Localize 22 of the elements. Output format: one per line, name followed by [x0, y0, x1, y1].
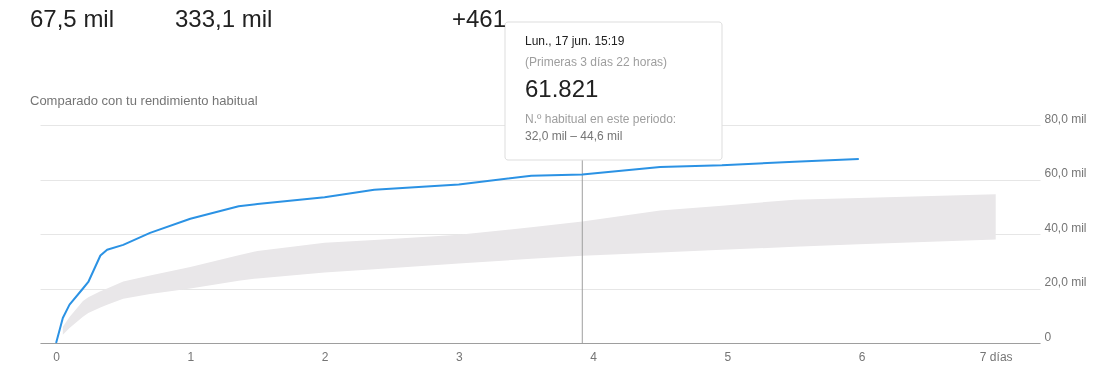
text: (Primeras 3 días 22 horas) — [525, 55, 668, 69]
y-tick-label: 60,0 mil — [1044, 166, 1087, 180]
x-tick-label: 0 — [53, 349, 61, 364]
chart-title: Comparado con tu rendimiento habitual — [30, 93, 258, 108]
annotation: 32,0 mil – 44,6 mil — [525, 129, 623, 143]
x-tick-label: 6 — [858, 349, 866, 364]
x-tick-label: 7 días — [979, 349, 1013, 364]
x-tick-label: 2 — [321, 349, 329, 364]
x-tick-label: 3 — [455, 349, 463, 364]
text: 61.821 — [525, 75, 599, 102]
y-tick-label: 40,0 mil — [1044, 220, 1087, 235]
x-tick-label: 1 — [187, 349, 195, 364]
x-tick-label: 5 — [724, 349, 732, 364]
text: Lun., 17 jun. 15:19 — [525, 34, 625, 48]
text: +461 — [452, 5, 507, 32]
y-tick-label: 0 — [1044, 329, 1052, 344]
text: 67,5 mil — [30, 5, 115, 32]
text: 333,1 mil — [175, 5, 273, 32]
y-tick-label: 20,0 mil — [1044, 275, 1087, 289]
annotation: N.º habitual en este periodo: — [525, 112, 677, 126]
y-tick-label: 80,0 mil — [1044, 111, 1087, 126]
x-tick-label: 4 — [590, 349, 598, 364]
